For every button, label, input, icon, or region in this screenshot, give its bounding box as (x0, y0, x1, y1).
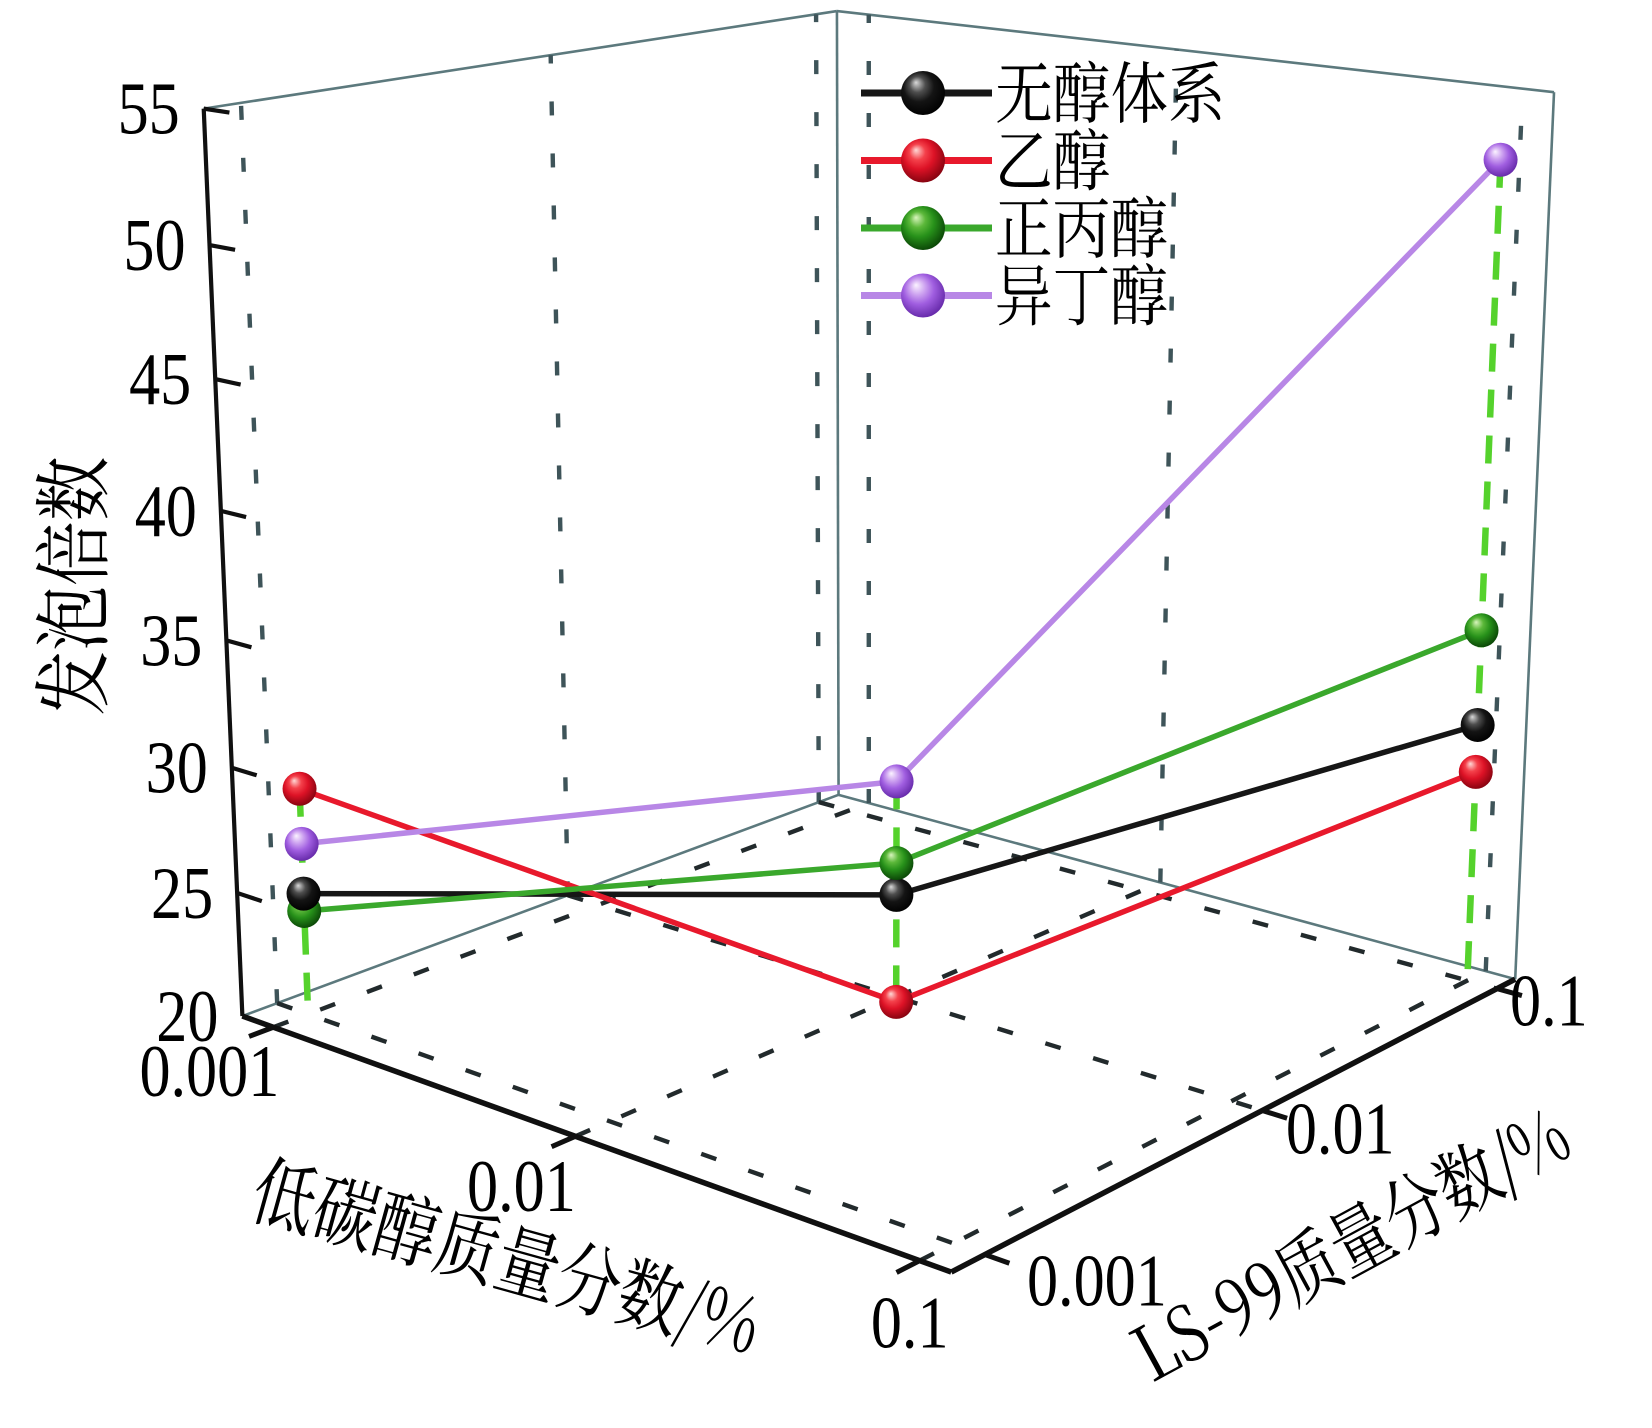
marker-ethanol-1 (879, 984, 914, 1019)
y-tick-label-0.1: 0.1 (1510, 960, 1588, 1042)
wall-grid-right-2 (1483, 88, 1525, 972)
z-tick-label-40: 40 (135, 470, 197, 552)
legend-text-no-alcohol-system: 无醇体系 (997, 60, 1221, 123)
wall-grid-left-2 (813, 14, 821, 803)
legend-text-n-propanol: 正丙醇 (997, 195, 1167, 258)
box-edge-back-vertical (835, 11, 840, 795)
legend: 无醇体系乙醇正丙醇异丁醇 (861, 60, 1221, 326)
marker-no-alcohol-system-2 (1460, 707, 1495, 742)
z-tick-40 (220, 508, 247, 520)
legend-marker-isobutanol (901, 273, 945, 318)
floor-grid-x-1 (574, 880, 1162, 1139)
z-axis-title: 发泡倍数 (35, 458, 108, 714)
marker-no-alcohol-system-1 (879, 877, 914, 912)
floor-grid-x-2 (918, 969, 1487, 1263)
x-axis-title: 低碳醇质量分数/% (255, 1156, 755, 1353)
z-tick-label-20: 20 (156, 975, 218, 1057)
x-tick-0.1 (895, 1258, 921, 1275)
path-shape (997, 60, 1221, 123)
z-tick-label-55: 55 (118, 67, 180, 149)
x-tick-0.01 (550, 1134, 577, 1149)
marker-no-alcohol-system-0 (286, 876, 321, 911)
axes: 20 25 30 35 40 45 50 55 0.001 0.01 0.1 0.001 0.01 0.1 (118, 67, 1588, 1363)
z-tick-label-50: 50 (123, 204, 185, 286)
y-tick-0.1 (1496, 986, 1523, 998)
legend-item-ethanol: 乙醇 (861, 128, 1110, 191)
marker-isobutanol-1 (879, 764, 914, 799)
x-axis-line (241, 1013, 953, 1275)
path-shape (255, 1156, 755, 1353)
y-tick-0.01 (1261, 1108, 1288, 1121)
z-tick-label-25: 25 (151, 852, 213, 934)
marker-isobutanol-2 (1483, 142, 1518, 177)
y-tick-label-0.01: 0.01 (1286, 1087, 1395, 1169)
legend-item-n-propanol: 正丙醇 (861, 195, 1167, 258)
legend-marker-n-propanol (901, 206, 945, 250)
z-tick-30 (231, 765, 258, 778)
drop-line-2 (1464, 159, 1504, 981)
marker-n-propanol-1 (879, 846, 914, 881)
x-tick-label-0.001: 0.001 (139, 1030, 279, 1112)
z-tick-45 (214, 377, 242, 387)
legend-item-isobutanol: 异丁醇 (861, 263, 1167, 326)
path-shape (1000, 128, 1110, 191)
floor-edge-left-back (241, 793, 840, 1018)
wall-grid-left-1 (548, 55, 570, 896)
plot-box (203, 9, 1556, 1018)
floor-grid-x-0 (272, 800, 870, 1030)
series-line-isobutanol (301, 157, 1503, 847)
y-tick-label-0.001: 0.001 (1027, 1239, 1167, 1321)
path-shape (997, 263, 1167, 326)
x-tick-label-0.1: 0.1 (871, 1281, 949, 1363)
marker-n-propanol-2 (1464, 613, 1499, 648)
z-tick-label-45: 45 (129, 338, 191, 420)
wall-grid-left-0 (238, 102, 280, 1004)
path-shape (1128, 1110, 1570, 1382)
box-edge-top-left (203, 9, 838, 110)
z-axis-line (201, 108, 245, 1017)
floor-edge-right-back (838, 793, 1516, 981)
floor-grid-y-1 (567, 893, 1263, 1113)
legend-text-isobutanol: 异丁醇 (997, 263, 1167, 326)
z-tick-25 (236, 890, 263, 904)
y-axis-title: LS-99质量分数/% (1128, 1110, 1570, 1382)
legend-text-ethanol: 乙醇 (1000, 128, 1110, 191)
marker-ethanol-2 (1458, 754, 1493, 789)
legend-marker-ethanol (901, 138, 945, 183)
marker-isobutanol-0 (284, 826, 319, 861)
box-edge-right-vertical (1513, 92, 1556, 980)
x-tick-0.001 (248, 1024, 275, 1039)
z-tick-label-35: 35 (140, 599, 202, 681)
z-tick-label-30: 30 (146, 727, 208, 809)
marker-ethanol-0 (282, 771, 317, 806)
legend-item-no-alcohol-system: 无醇体系 (861, 60, 1221, 123)
path-shape (997, 195, 1167, 258)
z-tick-55 (203, 106, 230, 115)
y-tick-0.001 (984, 1252, 1011, 1266)
wall-grid-right-1 (1158, 49, 1179, 883)
box-edge-top-right (836, 9, 1555, 94)
axis-titles: 发泡倍数低碳醇质量分数/% LS-99质量分数/% (35, 458, 1570, 1382)
x-tick-label-0.01: 0.01 (467, 1145, 576, 1227)
wall-gridlines (238, 14, 1525, 1004)
z-tick-50 (209, 242, 236, 252)
z-tick-35 (225, 638, 253, 650)
series-markers (282, 142, 1518, 1019)
legend-marker-no-alcohol-system (901, 71, 945, 115)
y-axis-line (949, 976, 1517, 1275)
path-shape (35, 458, 108, 714)
